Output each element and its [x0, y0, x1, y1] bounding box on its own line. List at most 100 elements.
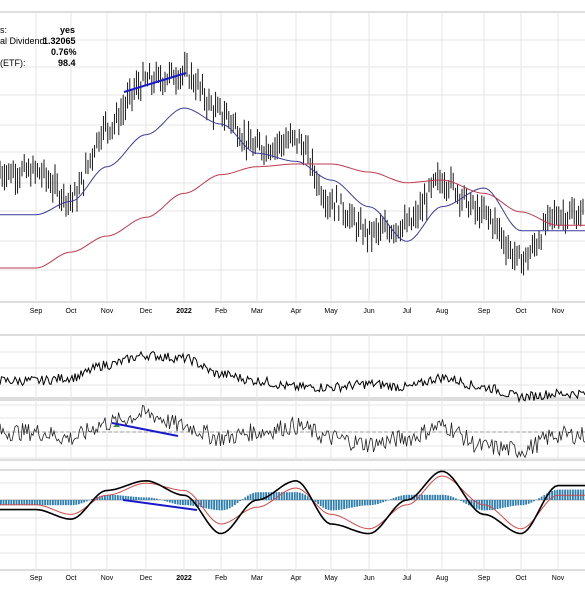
x-axis-tick-label: Jun — [363, 308, 374, 315]
macd-histogram-bar — [502, 500, 504, 508]
macd-histogram-bar — [382, 500, 384, 502]
macd-histogram-bar — [432, 495, 434, 500]
macd-histogram-bar — [109, 495, 111, 500]
x-axis-tick-label: 2022 — [176, 308, 192, 315]
macd-histogram-bar — [364, 500, 366, 505]
macd-histogram-bar — [510, 500, 512, 506]
macd-histogram-bar — [320, 500, 322, 506]
macd-histogram-bar — [169, 500, 171, 503]
macd-histogram-bar — [338, 500, 340, 510]
x-axis-tick-label: May — [324, 575, 338, 582]
macd-histogram-bar — [55, 500, 57, 505]
x-axis-tick-label: 2022 — [176, 575, 192, 582]
macd-histogram-bar — [44, 500, 46, 505]
macd-histogram-bar — [341, 500, 343, 510]
macd-histogram-bar — [393, 498, 395, 500]
macd-histogram-bar — [455, 498, 457, 500]
macd-histogram-bar — [380, 500, 382, 503]
macd-histogram-bar — [60, 500, 62, 505]
macd-histogram-bar — [424, 495, 426, 500]
macd-histogram-bar — [442, 495, 444, 500]
info-value: 0.76% — [51, 47, 77, 57]
macd-histogram-bar — [348, 500, 350, 508]
info-value: yes — [60, 25, 75, 35]
macd-histogram-bar — [377, 500, 379, 504]
macd-histogram-bar — [133, 497, 135, 500]
macd-histogram-bar — [437, 495, 439, 500]
macd-histogram-bar — [465, 500, 467, 504]
macd-histogram-bar — [211, 500, 213, 509]
macd-histogram-bar — [52, 500, 54, 505]
macd-histogram-bar — [541, 497, 543, 500]
macd-histogram-bar — [356, 500, 358, 507]
macd-histogram-bar — [351, 500, 353, 508]
macd-histogram-bar — [172, 500, 174, 503]
macd-histogram-bar — [159, 499, 161, 500]
macd-histogram-bar — [494, 500, 496, 510]
macd-histogram-bar — [447, 496, 449, 501]
macd-histogram-bar — [49, 500, 51, 505]
macd-histogram-bar — [174, 500, 176, 504]
macd-histogram-bar — [231, 500, 233, 507]
info-value: 98.4 — [58, 58, 76, 68]
macd-histogram-bar — [221, 500, 223, 510]
macd-histogram-bar — [497, 500, 499, 509]
x-axis-tick-label: Feb — [215, 308, 227, 315]
macd-histogram-bar — [257, 492, 259, 500]
macd-histogram-bar — [252, 493, 254, 500]
macd-histogram-bar — [434, 495, 436, 500]
macd-histogram-bar — [554, 490, 556, 500]
macd-histogram-bar — [533, 500, 535, 501]
x-axis-tick-label: May — [324, 308, 338, 315]
x-axis-tick-label: Oct — [66, 575, 77, 582]
macd-histogram-bar — [367, 500, 369, 505]
x-axis-tick-label: Oct — [66, 308, 77, 315]
macd-histogram-bar — [234, 500, 236, 505]
macd-histogram-bar — [286, 492, 288, 500]
macd-histogram-bar — [237, 500, 239, 503]
macd-histogram-bar — [130, 496, 132, 500]
x-axis-tick-label: Nov — [552, 575, 565, 582]
macd-histogram-bar — [127, 496, 129, 500]
macd-histogram-bar — [148, 498, 150, 501]
macd-histogram-bar — [445, 495, 447, 500]
macd-histogram-bar — [317, 500, 319, 504]
x-axis-tick-label: Oct — [516, 575, 527, 582]
macd-histogram-bar — [117, 495, 119, 500]
macd-histogram-bar — [112, 495, 114, 500]
macd-histogram-bar — [528, 500, 530, 504]
macd-histogram-bar — [224, 500, 226, 510]
macd-histogram-bar — [398, 496, 400, 500]
macd-histogram-bar — [120, 495, 122, 500]
oscillator-line — [0, 405, 585, 457]
macd-histogram-bar — [346, 500, 348, 509]
macd-histogram-bar — [81, 500, 83, 503]
macd-histogram-bar — [283, 492, 285, 500]
x-axis-tick-label: Jul — [403, 575, 412, 582]
macd-histogram-bar — [177, 500, 179, 505]
macd-histogram-bar — [390, 499, 392, 500]
x-axis-tick-label: Apr — [291, 308, 303, 315]
macd-histogram-bar — [276, 492, 278, 500]
info-value: 1.32065 — [43, 36, 76, 46]
macd-histogram-bar — [179, 500, 181, 505]
x-axis-tick-label: Mar — [251, 308, 264, 315]
macd-histogram-bar — [517, 500, 519, 505]
macd-histogram-bar — [47, 500, 49, 505]
macd-histogram-bar — [213, 500, 215, 510]
macd-histogram-bar — [39, 500, 41, 505]
macd-histogram-bar — [302, 493, 304, 500]
macd-histogram-bar — [294, 492, 296, 500]
macd-histogram-bar — [57, 500, 59, 505]
info-label: al Dividend: — [0, 36, 47, 46]
x-axis-tick-label: Dec — [140, 308, 153, 315]
macd-histogram-bar — [322, 500, 324, 508]
macd-histogram-bar — [229, 500, 231, 508]
x-axis-tick-label: Jul — [403, 308, 412, 315]
macd-histogram-bar — [525, 500, 527, 505]
macd-histogram-bar — [520, 500, 522, 505]
macd-histogram-bar — [164, 500, 166, 501]
macd-histogram-bar — [239, 500, 241, 501]
